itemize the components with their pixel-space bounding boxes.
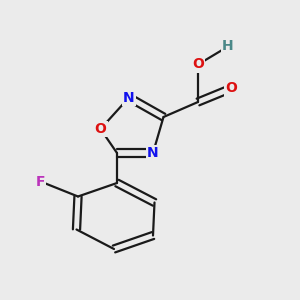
Text: N: N	[147, 146, 159, 160]
Text: H: H	[222, 40, 234, 53]
Text: O: O	[94, 122, 106, 136]
Text: O: O	[225, 82, 237, 95]
Text: F: F	[36, 175, 45, 188]
Text: O: O	[192, 58, 204, 71]
Text: N: N	[123, 91, 135, 104]
